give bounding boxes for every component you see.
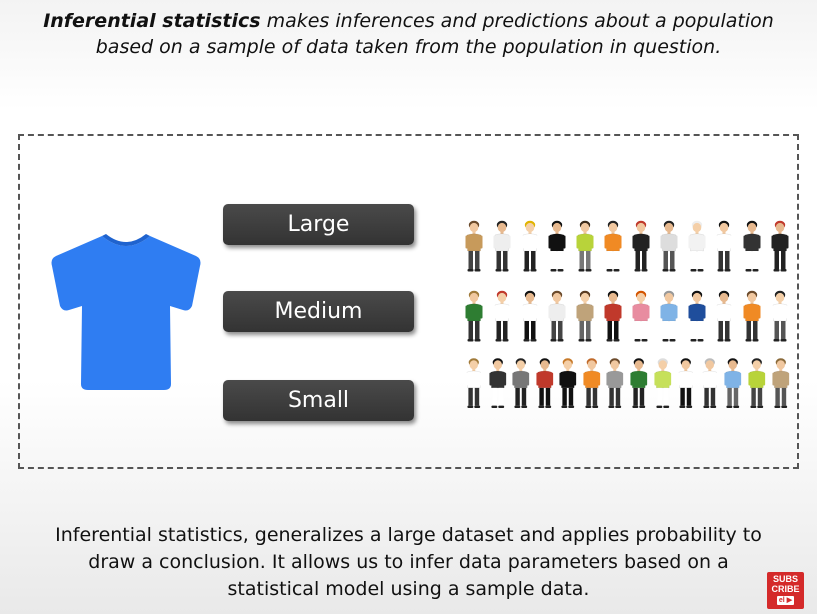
crowd-row-1 bbox=[462, 218, 792, 273]
person-figure-icon bbox=[630, 358, 648, 409]
person-figure-icon bbox=[512, 358, 530, 409]
footer-text: Inferential statistics, generalizes a la… bbox=[0, 522, 817, 603]
header-line-1: Inferential statistics makes inferences … bbox=[0, 8, 817, 34]
subscribe-line-1: SUBS bbox=[772, 574, 798, 584]
person-figure-icon bbox=[701, 358, 718, 409]
person-figure-icon bbox=[677, 358, 695, 409]
person-figure-icon bbox=[576, 220, 594, 272]
person-figure-icon bbox=[743, 220, 761, 272]
header-text: Inferential statistics makes inferences … bbox=[0, 8, 817, 60]
person-figure-icon bbox=[548, 220, 566, 272]
crowd-row-2 bbox=[462, 288, 792, 343]
person-figure-icon bbox=[465, 220, 483, 272]
subscribe-line-2: CRIBE bbox=[771, 584, 800, 594]
person-figure-icon bbox=[536, 358, 553, 409]
person-figure-icon bbox=[465, 358, 483, 409]
person-figure-icon bbox=[743, 290, 761, 342]
crowd-row-3 bbox=[462, 355, 792, 410]
person-figure-icon bbox=[606, 358, 624, 409]
footer-line-1: Inferential statistics, generalizes a la… bbox=[55, 524, 762, 546]
subscribe-mini: el ▶ bbox=[776, 596, 795, 605]
person-figure-icon bbox=[715, 220, 733, 272]
person-figure-icon bbox=[583, 358, 601, 409]
person-figure-icon bbox=[604, 220, 622, 272]
person-figure-icon bbox=[771, 290, 789, 342]
person-figure-icon bbox=[632, 290, 650, 342]
person-figure-icon bbox=[715, 290, 733, 342]
person-figure-icon bbox=[771, 358, 789, 409]
person-figure-icon bbox=[632, 220, 650, 272]
tshirt-icon bbox=[51, 234, 201, 390]
size-large-button[interactable]: Large bbox=[223, 204, 414, 245]
person-figure-icon bbox=[654, 358, 671, 409]
sample-frame bbox=[18, 134, 799, 469]
header-rest: makes inferences and predictions about a… bbox=[260, 10, 774, 32]
person-figure-icon bbox=[559, 358, 577, 409]
person-figure-icon bbox=[748, 358, 766, 409]
person-figure-icon bbox=[521, 290, 539, 342]
person-figure-icon bbox=[688, 220, 705, 272]
person-figure-icon bbox=[660, 290, 678, 342]
person-figure-icon bbox=[724, 358, 742, 409]
footer-line-3: statistical model using a sample data. bbox=[227, 578, 590, 600]
header-line-2: based on a sample of data taken from the… bbox=[95, 36, 722, 58]
person-figure-icon bbox=[489, 358, 506, 409]
person-figure-icon bbox=[493, 220, 511, 272]
size-small-button[interactable]: Small bbox=[223, 380, 414, 421]
person-figure-icon bbox=[576, 290, 594, 342]
person-figure-icon bbox=[604, 290, 622, 342]
subscribe-badge[interactable]: SUBS CRIBE el ▶ bbox=[767, 572, 804, 609]
person-figure-icon bbox=[688, 290, 705, 342]
person-figure-icon bbox=[521, 220, 539, 272]
person-figure-icon bbox=[548, 290, 566, 342]
size-medium-button[interactable]: Medium bbox=[223, 291, 414, 332]
person-figure-icon bbox=[660, 220, 678, 272]
person-figure-icon bbox=[465, 290, 483, 342]
header-lead: Inferential statistics bbox=[43, 10, 261, 32]
person-figure-icon bbox=[771, 220, 789, 272]
person-figure-icon bbox=[493, 290, 511, 342]
footer-line-2: draw a conclusion. It allows us to infer… bbox=[88, 551, 729, 573]
